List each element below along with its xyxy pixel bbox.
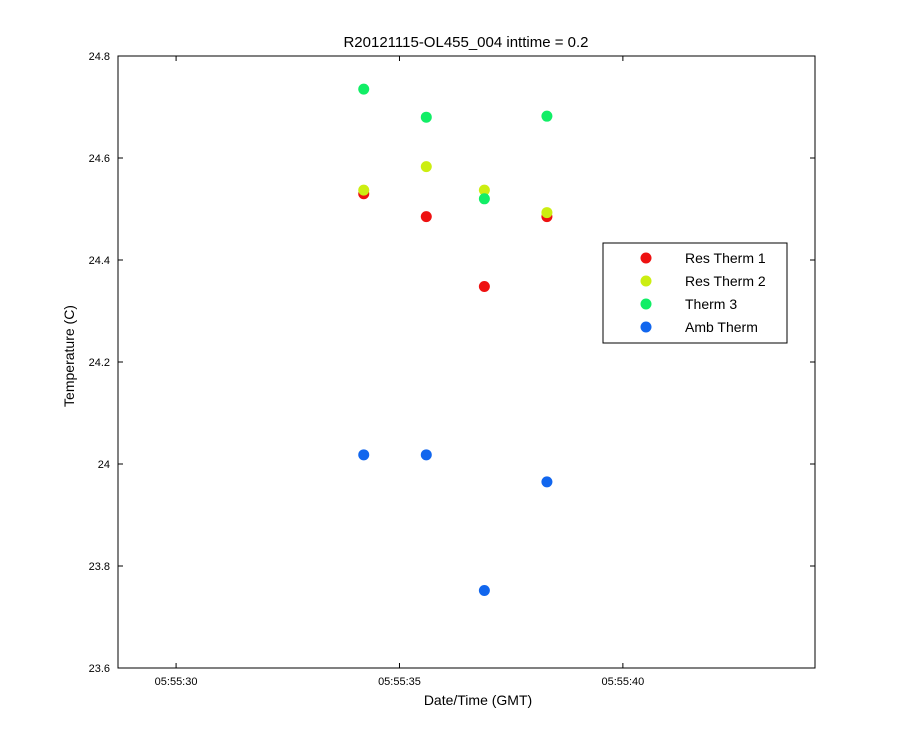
y-tick-label: 24.4	[89, 255, 110, 267]
legend-label: Res Therm 1	[685, 250, 766, 266]
legend-box	[602, 242, 788, 344]
y-tick-label: 24.8	[89, 51, 110, 63]
data-point	[478, 584, 490, 596]
legend-marker	[640, 321, 652, 333]
data-points	[358, 83, 553, 596]
data-point	[541, 207, 553, 219]
y-tick-label: 23.8	[89, 561, 110, 573]
x-tick-label: 05:55:40	[601, 676, 644, 688]
data-point	[420, 449, 432, 461]
data-point	[541, 110, 553, 122]
data-point	[420, 161, 432, 173]
x-tick-label: 05:55:35	[378, 676, 421, 688]
y-tick-label: 24	[98, 459, 110, 471]
axis-ticks: 05:55:30 05:55:35 05:55:40 23.6 23.8 24 24.2 24…	[89, 51, 815, 688]
data-point	[478, 193, 490, 205]
x-tick-label: 05:55:30	[155, 676, 198, 688]
data-point	[358, 184, 370, 196]
chart-title: R20121115-OL455_004 inttime = 0.2	[343, 34, 588, 51]
data-point	[420, 211, 432, 223]
data-point	[478, 281, 490, 293]
data-point	[358, 83, 370, 95]
y-tick-label: 24.2	[89, 357, 110, 369]
data-point	[358, 449, 370, 461]
y-tick-label: 24.6	[89, 153, 110, 165]
data-point	[420, 111, 432, 123]
y-tick-label: 23.6	[89, 663, 110, 675]
y-axis-label: Temperature (C)	[61, 305, 77, 407]
data-point	[541, 476, 553, 488]
legend: Res Therm 1 Res Therm 2 Therm 3 Amb Therm	[602, 242, 788, 344]
plot-area	[117, 55, 816, 669]
legend-marker	[640, 275, 652, 287]
data-point	[478, 184, 490, 196]
legend-label: Therm 3	[685, 296, 737, 312]
x-axis-label: Date/Time (GMT)	[424, 692, 532, 708]
legend-label: Res Therm 2	[685, 273, 766, 289]
legend-marker	[640, 252, 652, 264]
legend-label: Amb Therm	[685, 319, 758, 335]
legend-marker	[640, 298, 652, 310]
